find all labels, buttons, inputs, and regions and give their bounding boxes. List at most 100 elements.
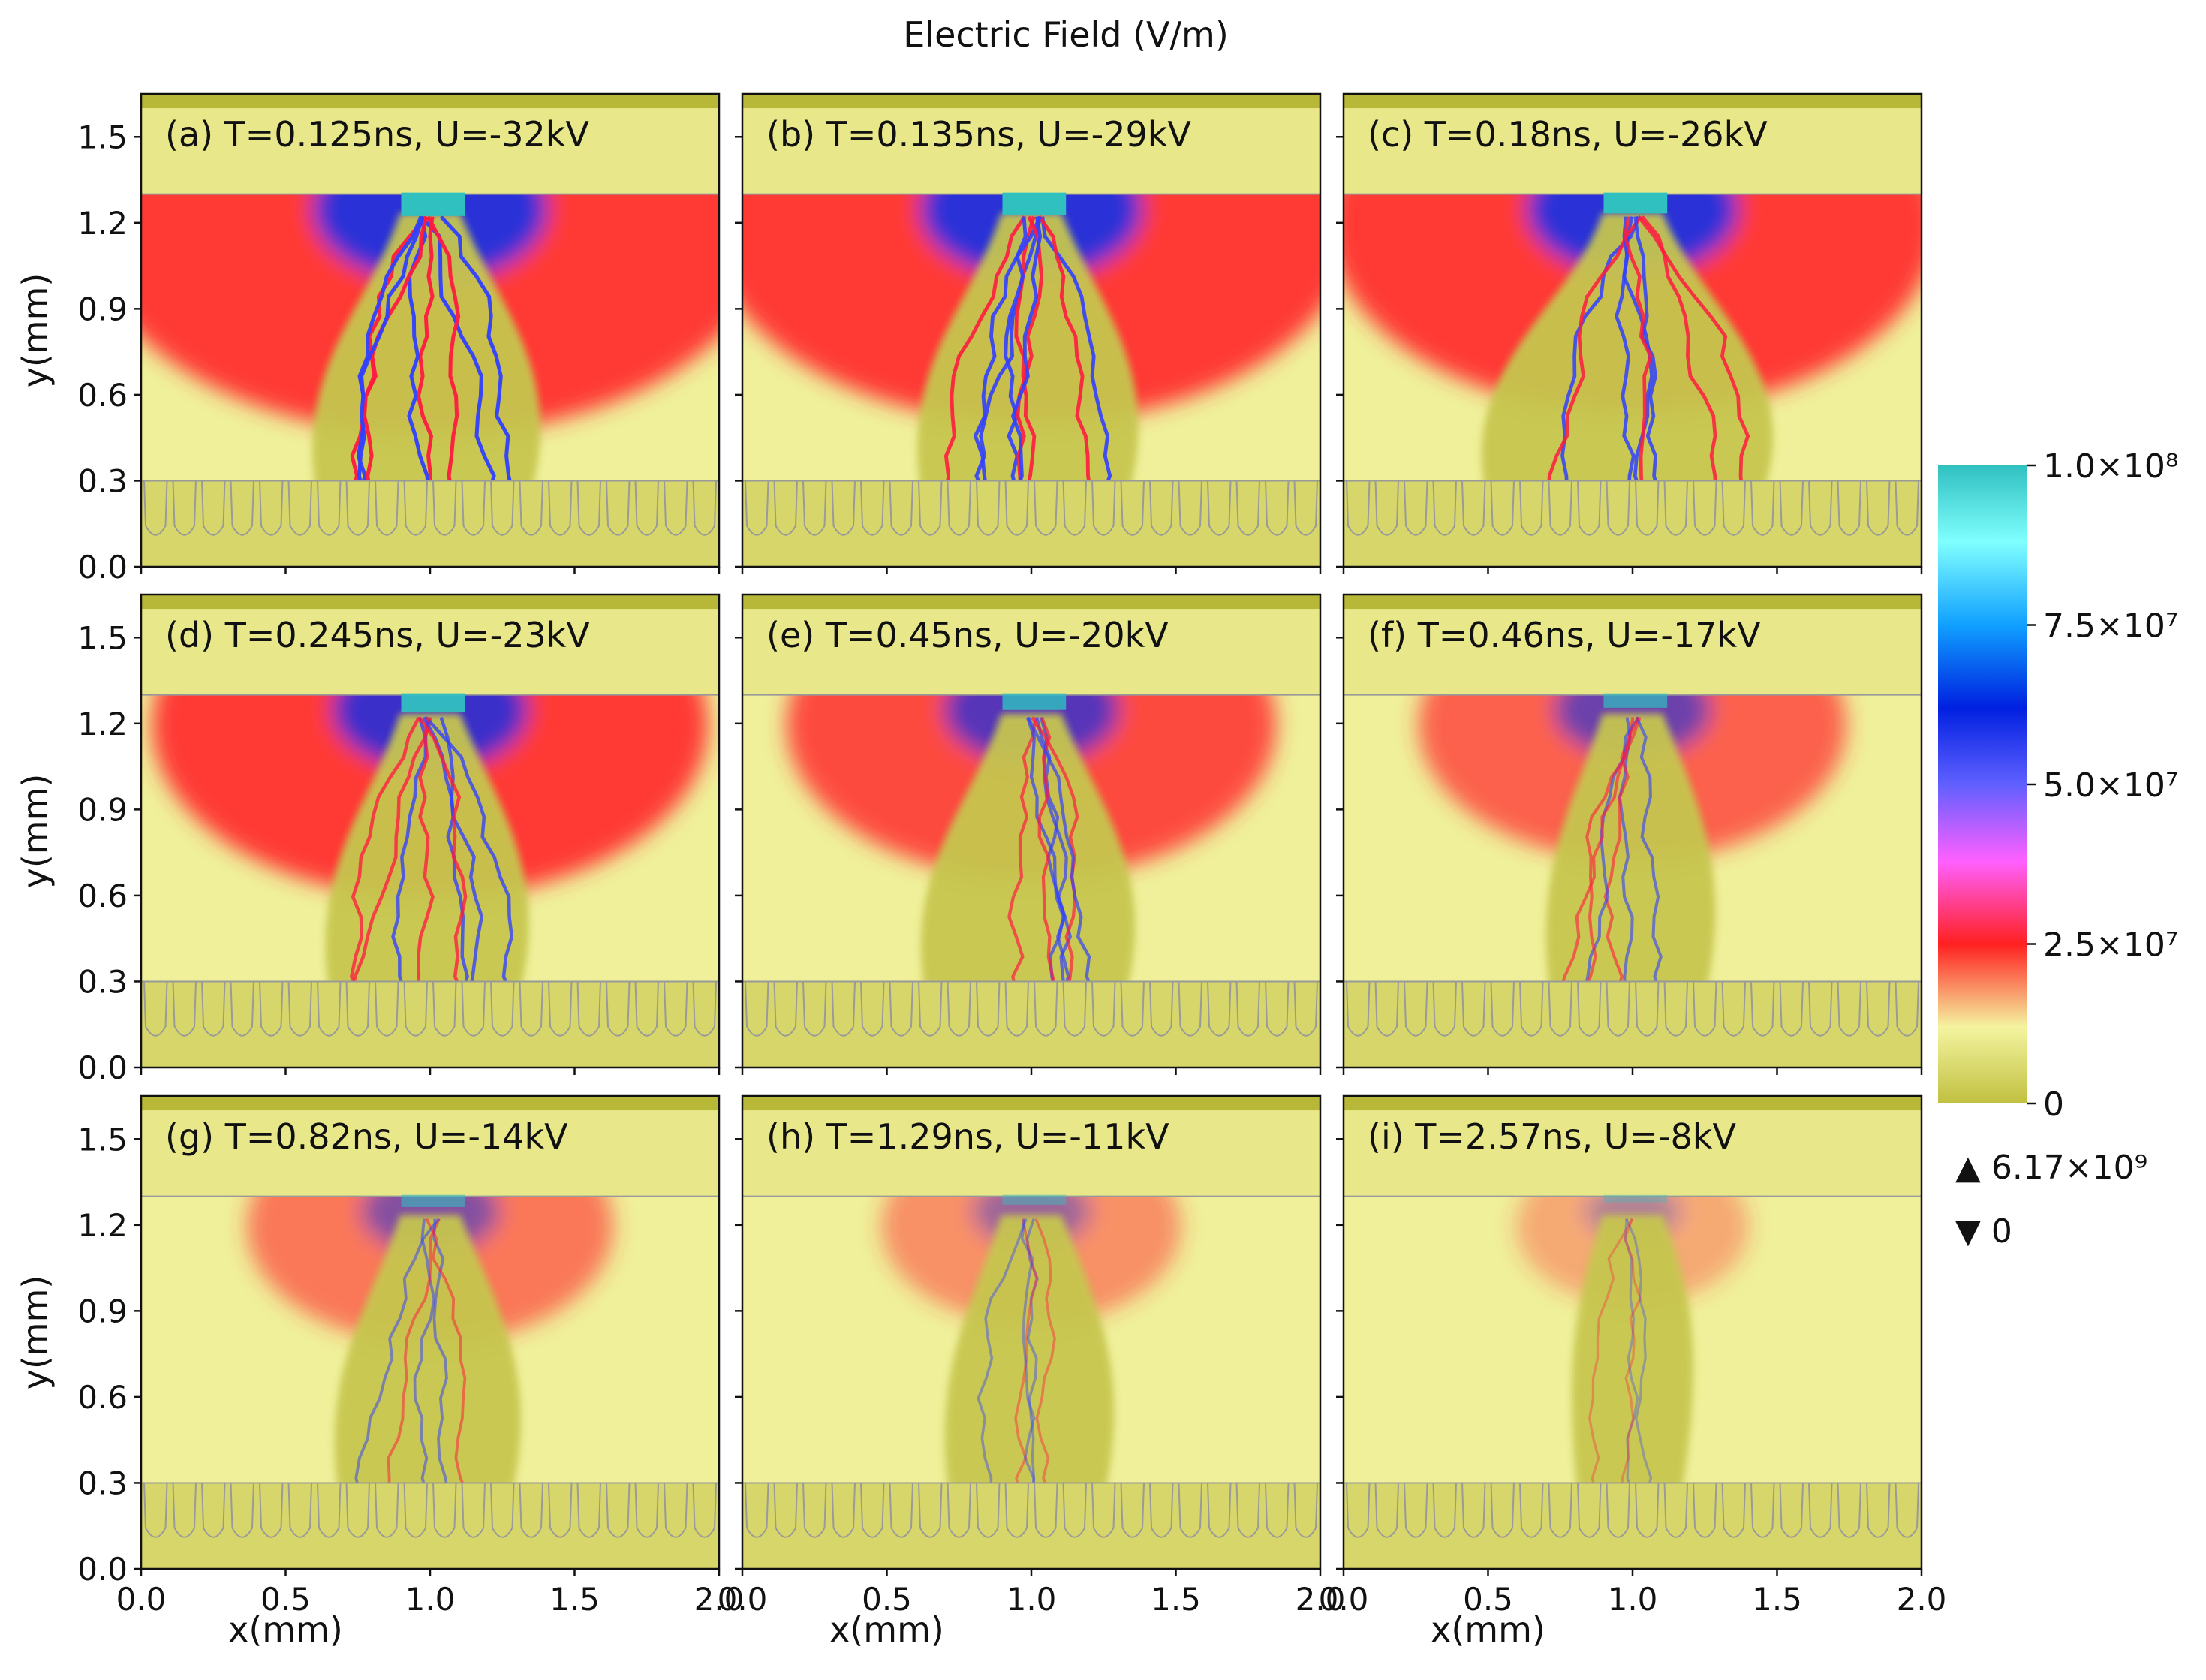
x-axis-label: x(mm): [829, 1609, 944, 1650]
cavity: [1004, 981, 1029, 1037]
cavity: [1577, 981, 1602, 1037]
cavity: [860, 981, 885, 1037]
cavity: [1293, 981, 1318, 1037]
streamer-branch: [1588, 1218, 1633, 1498]
electrode-tip: [1002, 693, 1067, 710]
cavity: [773, 981, 798, 1037]
panel-label: (f) T=0.46ns, U=-17kV: [1368, 615, 1761, 655]
streamer-branch: [349, 717, 433, 997]
y-axis-label: y(mm): [15, 774, 56, 889]
cavity: [576, 981, 601, 1037]
cavity: [1461, 480, 1486, 536]
streamer-branch: [1021, 1218, 1036, 1498]
cavity: [345, 981, 370, 1037]
y-tick-label: 0.6: [77, 377, 128, 414]
cavity: [745, 480, 769, 536]
cavity: [1693, 1483, 1717, 1538]
cavity: [773, 480, 798, 536]
cavity: [1693, 981, 1717, 1037]
y-tick-label: 0.6: [77, 1379, 128, 1416]
cavity: [172, 981, 197, 1037]
cavity: [692, 1483, 717, 1538]
colorbar-max-label: ▲ 6.17×10⁹: [1955, 1149, 2147, 1187]
cavity: [1265, 981, 1290, 1037]
cavity: [403, 981, 428, 1037]
cavity: [461, 1483, 486, 1538]
cavity: [287, 1483, 312, 1538]
top-dielectric: [1344, 1096, 1922, 1197]
cavity: [490, 981, 515, 1037]
cavity: [831, 981, 856, 1037]
panel-g: (g) T=0.82ns, U=-14kV 0.0 0.3 0.6 0.9 1.2 1.5 0…: [15, 1094, 744, 1650]
streamer-branch: [1635, 716, 1664, 998]
cavity: [548, 480, 573, 536]
colorbar-gradient: [1938, 465, 2027, 1103]
cavity: [1374, 480, 1399, 536]
streamer-branch: [974, 216, 1043, 497]
cavity: [976, 1483, 1001, 1538]
cavity: [1808, 981, 1833, 1037]
cavity: [143, 1483, 168, 1538]
top-dielectric: [1344, 595, 1922, 695]
electrode-tip: [1002, 1194, 1067, 1205]
x-tick-label: 1.5: [1752, 1581, 1802, 1618]
cavity: [918, 480, 943, 536]
cavity: [745, 981, 769, 1037]
streamer-branch: [1618, 717, 1634, 997]
cavity: [1004, 480, 1029, 536]
electrode-tip: [1603, 192, 1668, 214]
cavity: [287, 981, 312, 1037]
cavity: [1235, 981, 1260, 1037]
cavity: [519, 981, 543, 1037]
cavity: [947, 480, 971, 536]
cavity: [1895, 1483, 1919, 1538]
top-dielectric: [1344, 94, 1922, 194]
cavity: [317, 1483, 342, 1538]
top-electrode-strip: [742, 1096, 1320, 1111]
cavity: [1577, 1483, 1602, 1538]
cavity: [1519, 981, 1544, 1037]
discharge-plume: [944, 1215, 1115, 1506]
x-tick-label: 0.5: [862, 1581, 912, 1618]
y-tick-label: 0.3: [77, 963, 128, 1000]
cavity: [1577, 480, 1602, 536]
cavity: [831, 480, 856, 536]
top-dielectric: [742, 94, 1320, 194]
cavity: [692, 480, 717, 536]
cavity: [634, 480, 659, 536]
cavity: [1346, 480, 1371, 536]
cavity: [1490, 1483, 1515, 1538]
cavity: [1837, 1483, 1861, 1538]
y-axis-label: y(mm): [15, 273, 56, 388]
streamer-branch: [1545, 215, 1643, 496]
panel-i: (i) T=2.57ns, U=-8kV 0.0 0.5 1.0 1.5 2.0 x(mm): [1319, 1094, 1946, 1650]
cavity: [889, 1483, 913, 1538]
figure-title: Electric Field (V/m): [903, 14, 1229, 55]
top-electrode-strip: [1344, 1096, 1922, 1111]
cavity: [1866, 480, 1891, 536]
y-tick-label: 0.3: [77, 1465, 128, 1501]
panel-e: (e) T=0.45ns, U=-20kV: [735, 593, 1322, 1075]
streamer-branch: [417, 716, 468, 998]
x-tick-label: 0.0: [116, 1581, 167, 1618]
y-tick-label: 0.9: [77, 291, 128, 327]
cavity: [1663, 981, 1688, 1037]
streamer-branch: [420, 215, 496, 497]
cavity: [201, 981, 226, 1037]
y-tick-label: 0.3: [77, 462, 128, 499]
cavity: [1779, 480, 1804, 536]
cavity: [287, 480, 312, 536]
cavity: [1635, 480, 1660, 536]
cavity: [976, 480, 1001, 536]
colorbar-min-label: ▼ 0: [1955, 1212, 2012, 1251]
cavity: [1606, 480, 1630, 536]
cavity: [432, 981, 457, 1037]
panel-label: (a) T=0.125ns, U=-32kV: [165, 114, 589, 155]
panel-label: (b) T=0.135ns, U=-29kV: [766, 114, 1191, 155]
panel-label: (h) T=1.29ns, U=-11kV: [766, 1116, 1169, 1157]
panel-b: (b) T=0.135ns, U=-29kV: [735, 92, 1322, 574]
streamer-branch: [1040, 216, 1112, 497]
top-electrode-strip: [742, 595, 1320, 610]
y-tick-label: 1.5: [77, 619, 128, 656]
y-tick-label: 1.5: [77, 1121, 128, 1158]
